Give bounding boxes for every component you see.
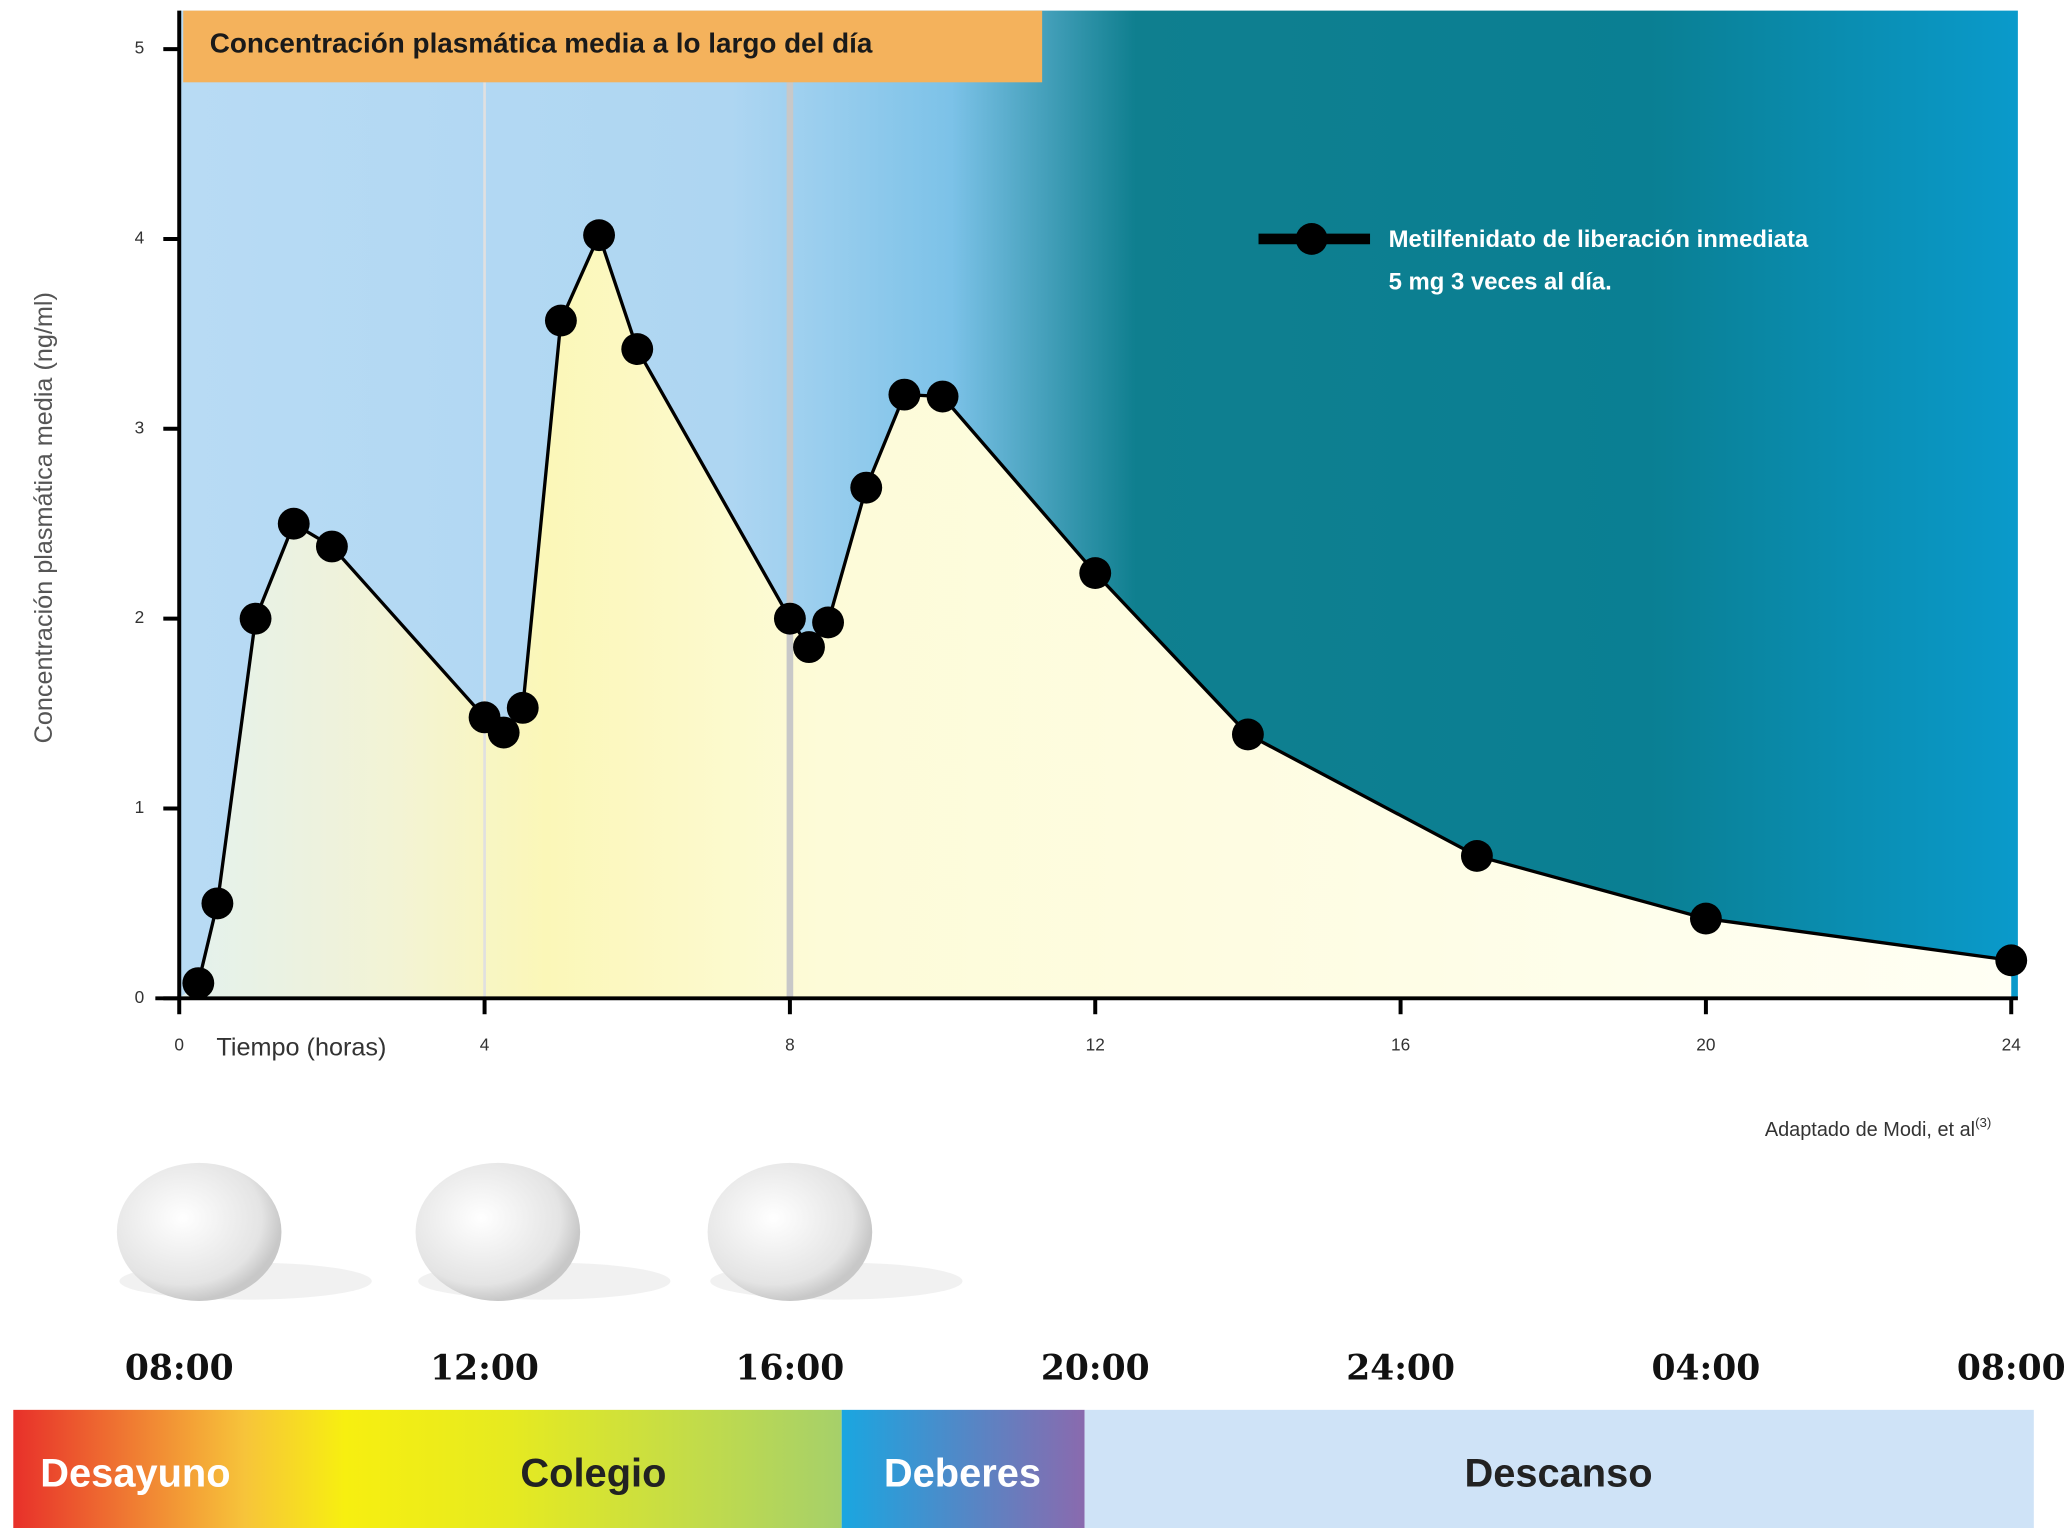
x-axis-label: Tiempo (horas) <box>216 1033 386 1061</box>
y-tick-label: 1 <box>135 797 145 817</box>
data-point <box>277 507 310 540</box>
data-point <box>1079 557 1112 590</box>
data-point <box>1460 840 1493 872</box>
data-point <box>201 887 234 920</box>
x-tick-label: 16 <box>1391 1035 1410 1055</box>
period-label: Descanso <box>1464 1452 1652 1496</box>
source-text: Adaptado de Modi, et al <box>1765 1119 1975 1141</box>
title-box <box>183 10 1043 83</box>
data-point <box>812 606 845 639</box>
area-fill <box>179 235 2012 999</box>
time-label: 24:00 <box>1346 1349 1455 1389</box>
x-tick-label: 8 <box>785 1035 795 1055</box>
data-point <box>1231 718 1264 751</box>
time-label: 04:00 <box>1652 1349 1761 1389</box>
period-label: Colegio <box>520 1452 666 1496</box>
x-tick-label: 12 <box>1086 1035 1105 1055</box>
data-point <box>239 602 272 635</box>
data-point <box>506 691 539 724</box>
source-note: Adaptado de Modi, et al(3) <box>1765 1115 1992 1142</box>
y-tick-label: 4 <box>135 228 145 248</box>
time-label: 08:00 <box>1957 1349 2066 1389</box>
y-tick-label: 2 <box>135 607 145 627</box>
y-tick-label: 3 <box>135 417 145 437</box>
data-point <box>926 380 959 413</box>
period-rest <box>1084 1409 2034 1528</box>
y-axis-label: Concentración plasmática media (ng/ml) <box>30 292 58 743</box>
period-label: Desayuno <box>40 1452 230 1496</box>
data-point <box>315 530 348 563</box>
source-ref: (3) <box>1975 1115 1991 1130</box>
data-point <box>182 967 215 1000</box>
period-label: Deberes <box>884 1452 1041 1496</box>
x-tick-label: 20 <box>1696 1035 1715 1055</box>
x-tick-label: 4 <box>480 1035 490 1055</box>
data-point <box>1995 944 2028 977</box>
data-point <box>773 602 806 635</box>
legend: Metilfenidato de liberación inmediata 5 … <box>1388 225 1809 295</box>
pills <box>116 1162 963 1301</box>
time-label: 08:00 <box>125 1349 234 1389</box>
time-label: 12:00 <box>430 1349 539 1389</box>
time-label: 20:00 <box>1041 1349 1150 1389</box>
data-point <box>544 304 577 337</box>
data-point <box>583 219 616 252</box>
legend-marker <box>1295 223 1328 255</box>
legend-label: Metilfenidato de liberación inmediata 5 … <box>1388 225 1809 295</box>
chart-title: Concentración plasmática media a lo larg… <box>210 27 873 58</box>
data-point <box>888 378 921 411</box>
data-point <box>850 471 883 504</box>
data-point <box>793 631 825 664</box>
data-point <box>1689 902 1722 935</box>
period-day <box>13 1409 842 1528</box>
series-line <box>196 230 2012 984</box>
y-tick-label: 0 <box>135 987 145 1007</box>
period-homework <box>841 1409 1085 1528</box>
y-tick-label: 5 <box>135 38 145 58</box>
data-point <box>487 716 520 749</box>
x-tick-label: 24 <box>2002 1035 2022 1055</box>
data-point <box>621 333 654 365</box>
time-label: 16:00 <box>736 1349 845 1389</box>
x-tick-label: 0 <box>174 1035 184 1055</box>
